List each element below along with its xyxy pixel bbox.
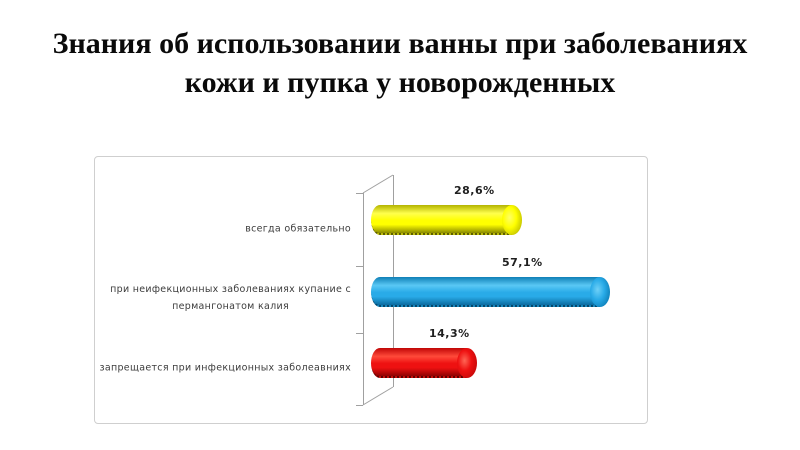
- cylinder-end-cap: [502, 205, 522, 235]
- category-label: при неифекционных заболеваниях купание с…: [110, 284, 351, 312]
- category-label: всегда обязательно: [245, 223, 351, 235]
- data-label: 28,6%: [454, 184, 495, 197]
- chart-area: всегда обязательно 28,6% при неифекционных…: [94, 156, 648, 424]
- category-label: запрещается при инфекционных заболеавния…: [99, 362, 351, 374]
- chart-plot: всегда обязательно 28,6% при неифекционных…: [95, 157, 647, 423]
- slide-title: Знания об использовании ванны при заболе…: [0, 0, 800, 102]
- data-label: 14,3%: [429, 327, 470, 340]
- cylinder-body: [371, 205, 512, 235]
- chart-bar-blue: [371, 277, 610, 307]
- cylinder-body: [371, 348, 467, 378]
- cylinder-body: [371, 277, 600, 307]
- cylinder-end-cap: [590, 277, 610, 307]
- wall-top-edge: [362, 174, 394, 194]
- slide-title-line1: Знания об использовании ванны при заболе…: [52, 27, 748, 60]
- data-label: 57,1%: [502, 256, 543, 269]
- wall-bottom-edge: [362, 386, 394, 406]
- slide-title-line2: кожи и пупка у новорожденных: [184, 66, 616, 99]
- chart-bar-yellow: [371, 205, 522, 235]
- cylinder-end-cap: [457, 348, 477, 378]
- chart-bar-red: [371, 348, 477, 378]
